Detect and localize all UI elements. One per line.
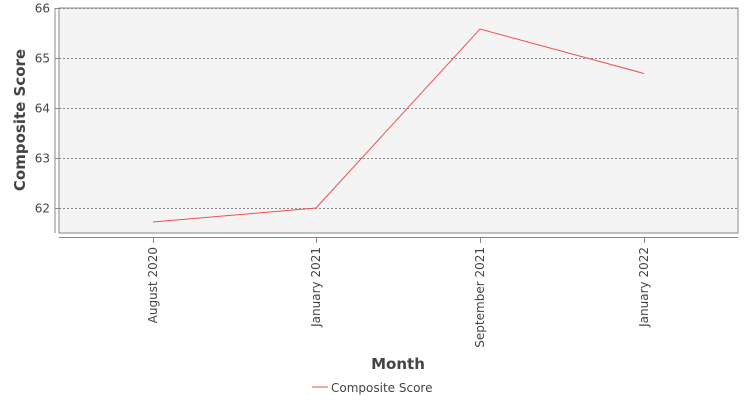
- y-axis-title: Composite Score: [11, 49, 29, 191]
- x-tick-label: January 2021: [309, 247, 323, 328]
- x-axis: August 2020 January 2021 September 2021 Jan…: [59, 237, 738, 348]
- y-tick-label: 66: [35, 2, 50, 16]
- x-tick-label: September 2021: [473, 247, 487, 348]
- series-layer: [152, 28, 645, 223]
- y-axis: 62 63 64 65 66: [35, 2, 59, 233]
- y-tick-label: 65: [35, 52, 50, 66]
- grid-lines: [59, 8, 738, 209]
- x-tick-label: January 2022: [637, 247, 651, 328]
- y-tick-label: 64: [35, 102, 50, 116]
- legend: Composite Score: [312, 381, 432, 395]
- x-tick-label: August 2020: [146, 247, 160, 323]
- y-tick-label: 62: [35, 202, 50, 216]
- y-tick-label: 63: [35, 152, 50, 166]
- x-axis-title: Month: [371, 355, 425, 373]
- series-line-composite-score: [152, 28, 645, 223]
- legend-label-composite-score: Composite Score: [331, 381, 432, 395]
- plot-background: [58, 7, 739, 234]
